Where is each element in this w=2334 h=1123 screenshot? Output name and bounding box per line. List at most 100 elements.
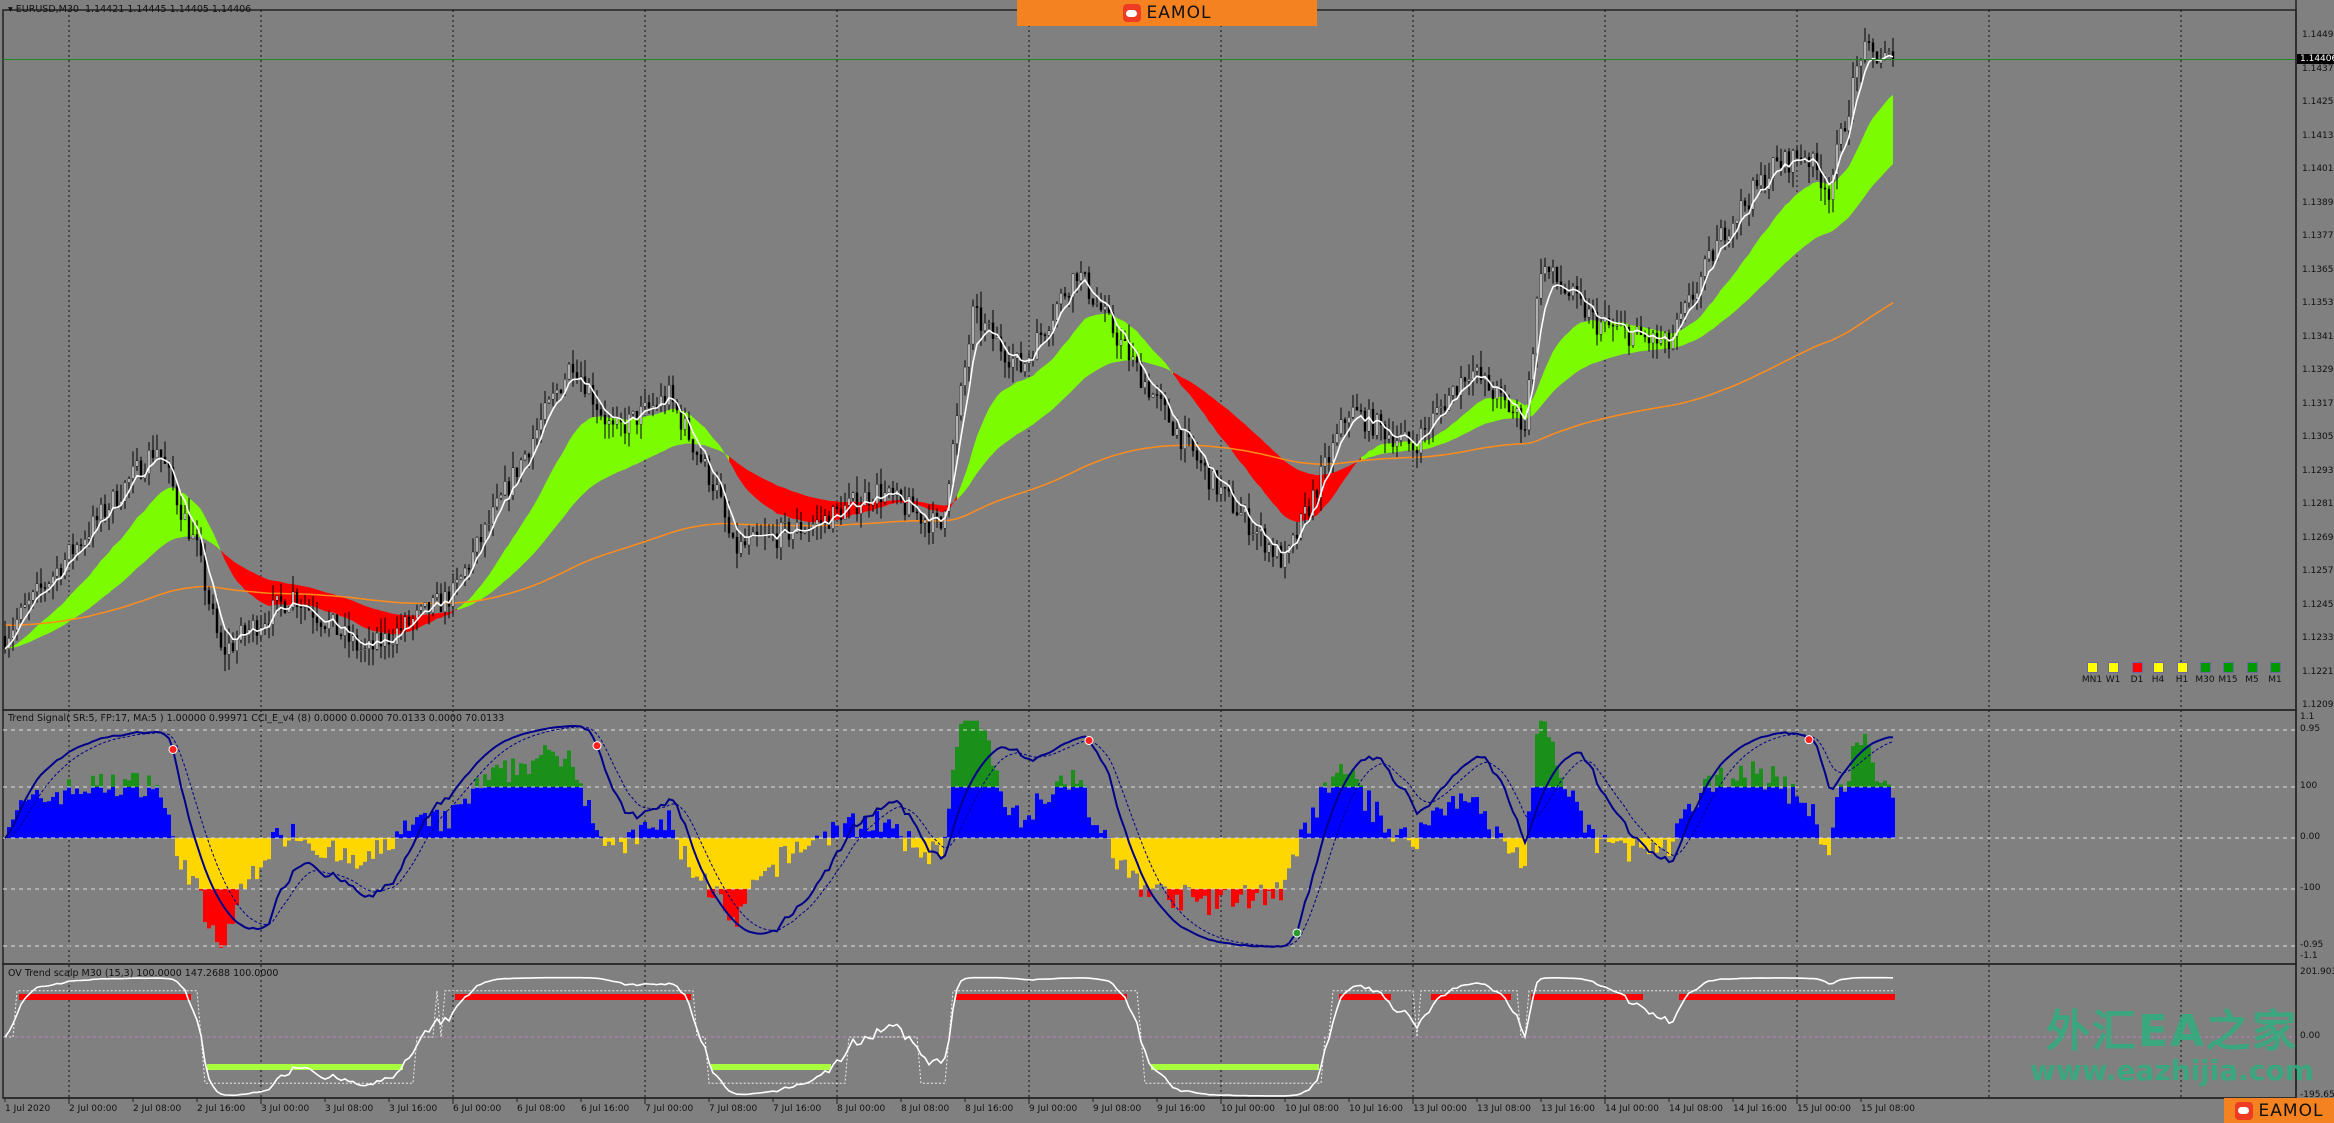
candle-body [1555,266,1559,282]
ribbon-segment [21,637,25,646]
ribbon-segment [1057,348,1061,406]
ribbon-segment [1685,324,1689,345]
candle-body [1479,367,1483,381]
candle-body [839,508,843,521]
ribbon-segment [1153,350,1157,366]
ribbon-segment [1573,324,1577,375]
ribbon-segment [1173,372,1177,379]
hist-bar-positive [507,787,511,838]
time-axis-label: 2 Jul 00:00 [69,1104,118,1114]
ribbon-segment [961,474,965,496]
ribbon-segment [249,570,253,596]
candle-body [239,625,243,641]
hist-bar-positive [1743,787,1747,838]
hist-bar-positive [955,787,959,838]
ribbon-segment [813,497,817,523]
hist-bar-strong-positive [1731,778,1735,787]
scalp-bar-up [1383,994,1387,1000]
candle-body [775,533,779,548]
hist-bar-positive [1591,829,1595,838]
scalp-bar-up [555,994,559,1000]
hist-bar-negative [799,838,803,853]
hist-bar-positive [1683,809,1687,838]
hist-bar-negative [711,838,715,889]
ribbon-segment [45,615,49,635]
scalp-bar-down [1267,1064,1271,1070]
scalp-bar-up [1715,994,1719,1000]
scalp-bar-down [1199,1064,1203,1070]
hist-bar-positive [1855,787,1859,838]
ribbon-segment [533,499,537,555]
hist-bar-positive [1575,801,1579,838]
hist-bar-positive [835,825,839,838]
ribbon-segment [617,418,621,473]
ribbon-segment [1745,254,1749,303]
ribbon-segment [993,396,997,454]
hist-bar-positive [1763,789,1767,838]
candle-body [743,541,747,546]
hist-bar-strong-negative [207,889,211,929]
hist-bar-positive [1087,817,1091,838]
hist-bar-negative [1167,838,1171,889]
hist-bar-positive [1799,802,1803,838]
price-axis-label: 1.14250 [2302,97,2334,107]
ribbon-segment [1821,182,1825,236]
hist-bar-positive [983,787,987,838]
hist-bar-strong-positive [539,754,543,787]
ribbon-segment [1549,351,1553,397]
scalp-bar-up [1091,994,1095,1000]
candle-body [1355,407,1359,411]
ribbon-segment [817,498,821,523]
scalp-bar-up [1867,994,1871,1000]
ribbon-segment [1097,314,1101,370]
scalp-bar-up [1815,994,1819,1000]
hist-bar-positive [1347,787,1351,838]
hist-bar-positive [843,823,847,838]
ribbon-segment [729,456,733,468]
candle-body [1343,419,1347,424]
hist-bar-negative [1175,838,1179,889]
hist-bar-negative [1111,838,1115,859]
hist-bar-negative [1623,838,1627,844]
scalp-bar-down [335,1064,339,1070]
scalp-bar-up [1839,994,1843,1000]
hist-bar-negative [1267,838,1271,889]
candle-body [867,492,871,506]
ribbon-segment [997,392,1001,450]
scalp-bar-down [1151,1064,1155,1070]
candle-body [95,515,99,521]
candle-body [1055,303,1059,321]
collapse-triangle-icon[interactable]: ▾ [8,4,16,15]
scalp-bar-up [1483,994,1487,1000]
hist-bar-negative [267,838,271,860]
hist-bar-negative [679,838,683,860]
ribbon-segment [1065,339,1069,398]
ribbon-segment [757,475,761,503]
ribbon-segment [1861,132,1865,202]
scalp-bar-down [351,1064,355,1070]
ribbon-segment [1297,469,1301,523]
hist-bar-positive [1043,803,1047,838]
time-axis-label: 9 Jul 16:00 [1157,1104,1206,1114]
ribbon-segment [985,408,989,463]
hist-bar-positive [595,830,599,838]
ribbon-segment [781,486,785,516]
candle-body [103,504,107,517]
scalp-bar-down [1283,1064,1287,1070]
hist-bar-positive [1859,787,1863,838]
ribbon-segment [701,424,705,446]
candle-body [1867,41,1871,43]
ribbon-segment [1853,149,1857,212]
hist-bar-positive [147,787,151,838]
scalp-bar-down [399,1064,403,1070]
timeframe-label: H1 [2175,675,2189,685]
candle-body [1755,180,1759,186]
hist-bar-positive [1483,811,1487,838]
hist-bar-negative [1663,838,1667,840]
current-price-label: 1.14406 [2297,54,2334,64]
scalp-bar-up [651,994,655,1000]
scalp-bar-down [1235,1064,1239,1070]
ribbon-segment [137,514,141,569]
hist-bar-positive [443,810,447,838]
